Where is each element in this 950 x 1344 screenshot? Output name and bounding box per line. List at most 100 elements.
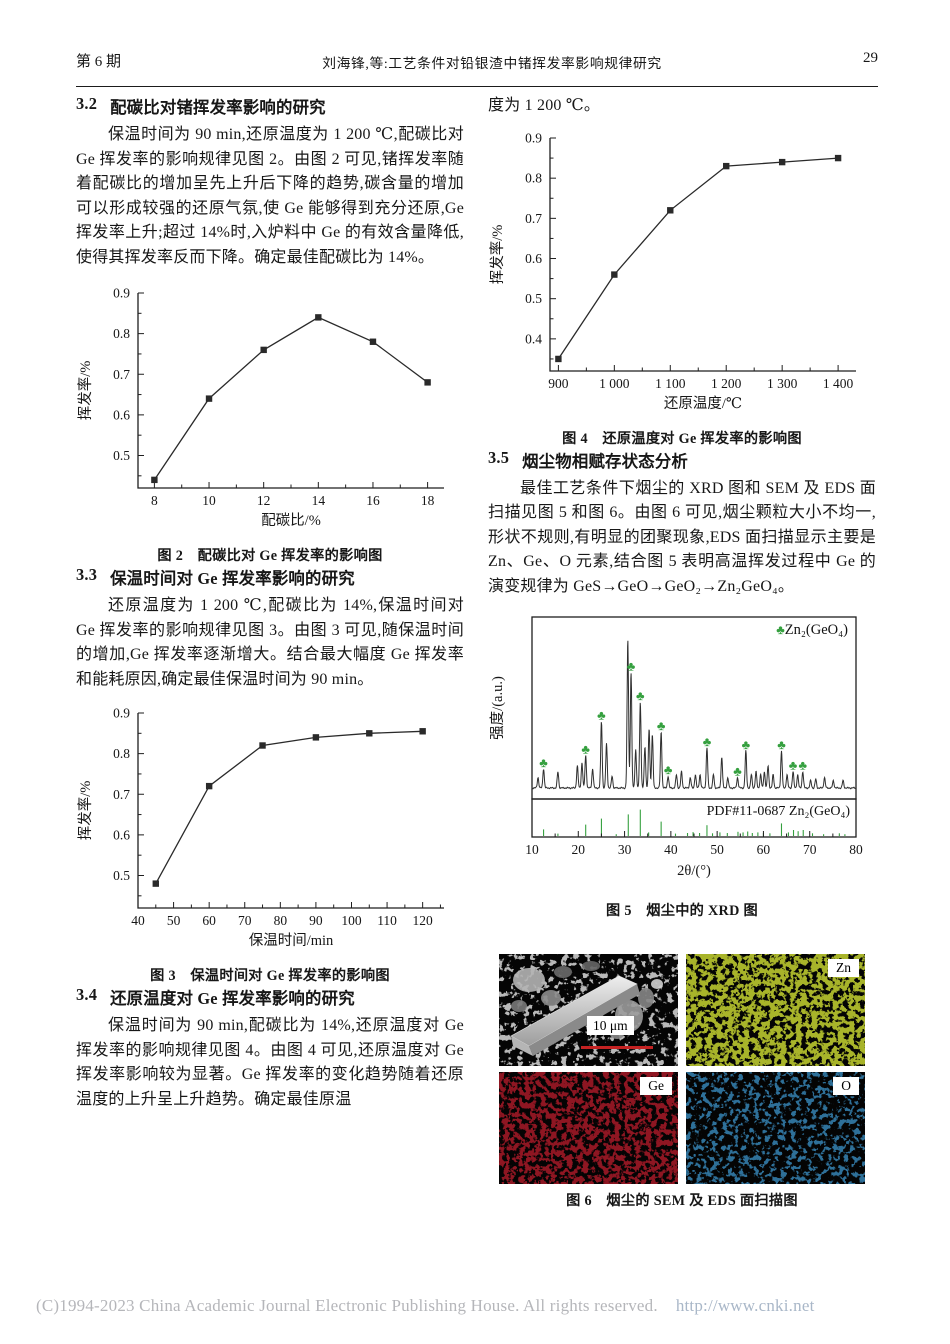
o-eds-map: O [686, 1072, 865, 1184]
header-page-number: 29 [863, 50, 878, 66]
svg-text:16: 16 [366, 493, 380, 508]
tick-labels: 8 10 12 14 16 18 0.5 0.6 0.7 0.8 0.9 配碳比/% 挥发率/% [77, 286, 435, 530]
page-header: 第 6 期 刘海锋,等:工艺条件对铅银渣中锗挥发率影响规律研究 29 [76, 50, 878, 87]
header-issue: 第 6 期 [76, 54, 122, 70]
footer-copyright: (C)1994-2023 China Academic Journal Elec… [36, 1296, 658, 1315]
tick-marks [550, 137, 839, 371]
x-axis-label: 还原温度/℃ [664, 395, 742, 412]
fig3-chart: 40 50 60 70 80 90 100 110 120 0.5 0.6 0.7 0.8 0.9 保温时间… [76, 704, 464, 959]
section-3-5-title: 烟尘物相赋存状态分析 [522, 451, 688, 471]
fig3-plot: 40 50 60 70 80 90 100 110 120 0.5 0.6 0.7 0.8 0.9 保温时间… [77, 706, 444, 949]
svg-text:0.9: 0.9 [525, 130, 542, 145]
section-3-2-heading: 3.2 配碳比对锗挥发率影响的研究 [76, 94, 464, 118]
x-axis-label: 2θ/(°) [677, 863, 711, 879]
tick-marks [137, 712, 441, 908]
o-element-label: O [833, 1077, 859, 1095]
svg-text:0.5: 0.5 [113, 448, 130, 463]
section-3-3-title: 保温时间对 Ge 挥发率影响的研究 [110, 569, 355, 588]
data-markers [151, 314, 431, 484]
svg-text:80: 80 [274, 913, 288, 928]
svg-text:60: 60 [202, 913, 216, 928]
section-3-4-number: 3.4 [76, 985, 98, 1004]
data-markers [555, 154, 842, 362]
section-3-5-number: 3.5 [488, 447, 510, 467]
svg-text:0.5: 0.5 [525, 291, 542, 306]
svg-text:♣: ♣ [627, 659, 636, 674]
fig5-xrd-chart: ♣ ♣ ♣ ♣ ♣ ♣ ♣ ♣ ♣ ♣ ♣ ♣ ♣ ♣Zn₂(GeO₄) PDF#11-0687 Zn₂(G… [488, 611, 876, 894]
svg-text:18: 18 [421, 493, 435, 508]
axes [137, 293, 444, 489]
x-tick-marks [531, 831, 857, 837]
scale-label: 10 μm [587, 1016, 634, 1035]
fig2-caption: 图 2 配碳比对 Ge 挥发率的影响图 [157, 548, 383, 564]
zn-eds-map: Zn [686, 954, 865, 1066]
section-3-3-number: 3.3 [76, 565, 98, 584]
svg-text:♣: ♣ [789, 758, 798, 773]
section-3-3-body: 还原温度为 1 200 ℃,配碳比为 14%,保温时间对 Ge 挥发率的影响规律… [76, 597, 464, 688]
figure-5: ♣ ♣ ♣ ♣ ♣ ♣ ♣ ♣ ♣ ♣ ♣ ♣ ♣ ♣Zn₂(GeO₄) PDF#11-0687 Zn₂(G… [488, 611, 876, 920]
axes [549, 137, 856, 372]
ge-element-label: Ge [640, 1077, 672, 1095]
svg-text:100: 100 [341, 913, 362, 928]
fig2-plot: 8 10 12 14 16 18 0.5 0.6 0.7 0.8 0.9 配碳比/% 挥发率/% [77, 286, 444, 530]
fig4-caption: 图 4 还原温度对 Ge 挥发率的影响图 [562, 430, 802, 447]
axes [137, 713, 444, 909]
figure-4: 900 1 000 1 100 1 200 1 300 1 400 0.4 0.5 0.6 0.7… [488, 129, 876, 448]
data-line [153, 316, 428, 481]
svg-text:♣: ♣ [581, 741, 590, 756]
svg-text:0.6: 0.6 [113, 827, 130, 842]
section-3-4-body-continued: 度为 1 200 ℃。 [488, 97, 601, 114]
svg-text:80: 80 [849, 842, 863, 857]
scale-bar [581, 1046, 653, 1049]
tick-labels: 900 1 000 1 100 1 200 1 300 1 400 0.4 0.5 0.6 0.7… [489, 130, 854, 412]
section-3-4-heading: 3.4 还原温度对 Ge 挥发率影响的研究 [76, 985, 464, 1009]
fig3-caption: 图 3 保温时间对 Ge 挥发率的影响图 [150, 968, 390, 984]
svg-text:50: 50 [167, 913, 181, 928]
sem-micrograph [499, 954, 678, 1066]
svg-text:♣: ♣ [636, 688, 645, 703]
svg-text:120: 120 [413, 913, 434, 928]
svg-text:1 200: 1 200 [711, 376, 742, 391]
svg-text:♣: ♣ [664, 762, 673, 777]
svg-text:70: 70 [803, 842, 817, 857]
svg-text:1 300: 1 300 [767, 376, 798, 391]
svg-text:1 400: 1 400 [823, 376, 854, 391]
figure-3: 40 50 60 70 80 90 100 110 120 0.5 0.6 0.7 0.8 0.9 保温时间… [76, 704, 464, 985]
section-3-3-heading: 3.3 保温时间对 Ge 挥发率影响的研究 [76, 565, 464, 589]
svg-text:0.7: 0.7 [113, 367, 130, 382]
svg-text:♣: ♣ [742, 737, 751, 752]
svg-text:110: 110 [377, 913, 397, 928]
svg-text:♣: ♣ [733, 764, 742, 779]
tick-marks [138, 292, 429, 488]
fig6-image-grid: 10 μm Zn Ge O [499, 954, 865, 1184]
svg-text:70: 70 [238, 913, 252, 928]
y-axis-label: 挥发率/% [77, 781, 94, 841]
section-3-5-heading: 3.5 烟尘物相赋存状态分析 [488, 448, 876, 472]
header-running-title: 刘海锋,等:工艺条件对铅银渣中锗挥发率影响规律研究 [322, 56, 662, 71]
svg-text:♣: ♣ [657, 718, 666, 733]
cnki-link[interactable]: http://www.cnki.net [675, 1296, 815, 1315]
zn-element-label: Zn [828, 959, 859, 977]
svg-text:30: 30 [618, 842, 632, 857]
xrd-pattern-line [531, 640, 857, 790]
fig5-xrd-plot: ♣♣♣♣♣♣♣♣♣♣ ♣♣ ♣♣Zn₂(GeO₄)PDF#11-0687 Zn₂(G… [489, 616, 863, 879]
svg-text:40: 40 [664, 842, 678, 857]
section-3-2-number: 3.2 [76, 94, 98, 113]
y-axis-label: 挥发率/% [77, 361, 94, 421]
ge-eds-map: Ge [499, 1072, 678, 1184]
section-3-2-body: 保温时间为 90 min,还原温度为 1 200 ℃,配碳比对 Ge 挥发率的影… [76, 126, 464, 266]
svg-text:0.6: 0.6 [113, 407, 130, 422]
svg-text:20: 20 [572, 842, 586, 857]
svg-text:♣: ♣ [799, 758, 808, 773]
svg-text:0.5: 0.5 [113, 868, 130, 883]
x-axis-label: 保温时间/min [249, 932, 334, 949]
right-column: 度为 1 200 ℃。 900 1 000 1 100 1 200 1 300 1 400… [488, 94, 876, 1210]
data-markers [152, 728, 426, 887]
svg-text:90: 90 [309, 913, 323, 928]
svg-text:0.9: 0.9 [113, 706, 130, 721]
svg-text:0.8: 0.8 [113, 746, 130, 761]
svg-text:1 100: 1 100 [655, 376, 686, 391]
section-3-2-title: 配碳比对锗挥发率影响的研究 [110, 98, 326, 117]
svg-text:900: 900 [548, 376, 569, 391]
